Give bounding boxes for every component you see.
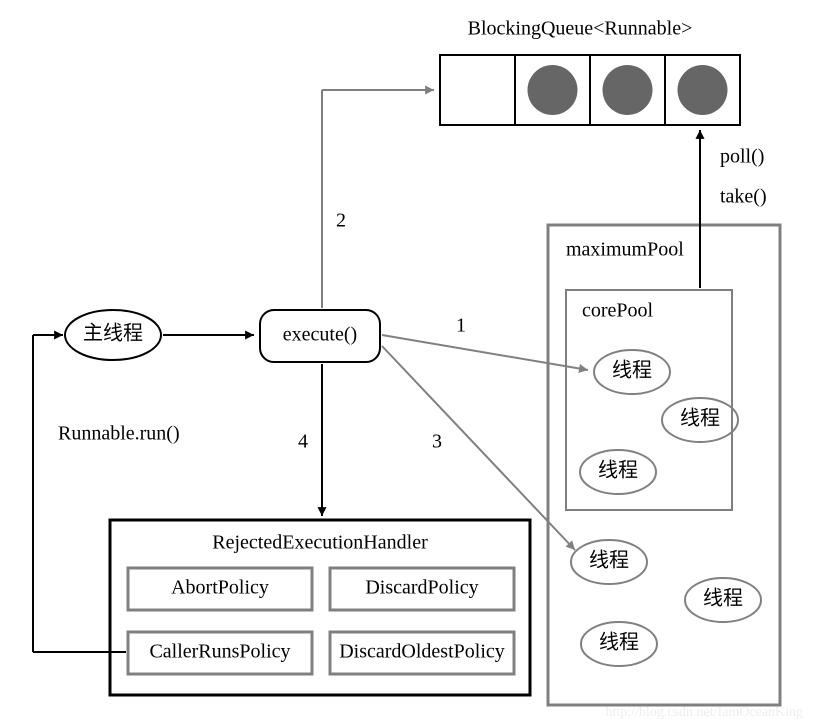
arrowhead	[425, 85, 434, 94]
max-thread-0-label: 线程	[589, 549, 629, 572]
arrowhead	[695, 130, 704, 139]
runnable-run-label: Runnable.run()	[58, 423, 180, 445]
core-thread-0-label: 线程	[612, 359, 652, 382]
max-thread-1-label: 线程	[703, 587, 743, 610]
execute-label: execute()	[283, 324, 357, 346]
take-label: take()	[720, 186, 767, 208]
arrowhead	[578, 364, 588, 373]
arrowhead	[317, 507, 326, 516]
edge-label-3: 3	[432, 431, 442, 453]
queue-item	[528, 65, 578, 115]
edge-label-2: 2	[336, 210, 346, 232]
queue-cell	[440, 55, 515, 125]
core-thread-1-label: 线程	[680, 407, 720, 430]
max-thread-2-label: 线程	[599, 631, 639, 654]
main-thread-label: 主线程	[83, 322, 143, 345]
queue-title: BlockingQueue<Runnable>	[468, 18, 693, 40]
arrowhead	[245, 330, 254, 339]
arrowhead	[54, 330, 63, 339]
watermark: http://blog.csdn.net/IamOceanKing	[605, 705, 803, 720]
core-thread-2-label: 线程	[598, 459, 638, 482]
policy-label-2: CallerRunsPolicy	[149, 641, 290, 663]
queue-item	[678, 65, 728, 115]
edge-label-4: 4	[298, 431, 308, 453]
policy-label-0: AbortPolicy	[171, 577, 269, 599]
policy-label-3: DiscardOldestPolicy	[339, 641, 505, 663]
policy-label-1: DiscardPolicy	[365, 577, 478, 599]
core-pool-box	[566, 290, 732, 510]
poll-label: poll()	[720, 146, 764, 168]
maximum-pool-title: maximumPool	[566, 239, 684, 261]
edge-line	[382, 335, 588, 370]
queue-item	[603, 65, 653, 115]
core-pool-title: corePool	[582, 300, 654, 322]
handler-title: RejectedExecutionHandler	[212, 532, 428, 554]
edge-label-1: 1	[456, 315, 466, 337]
